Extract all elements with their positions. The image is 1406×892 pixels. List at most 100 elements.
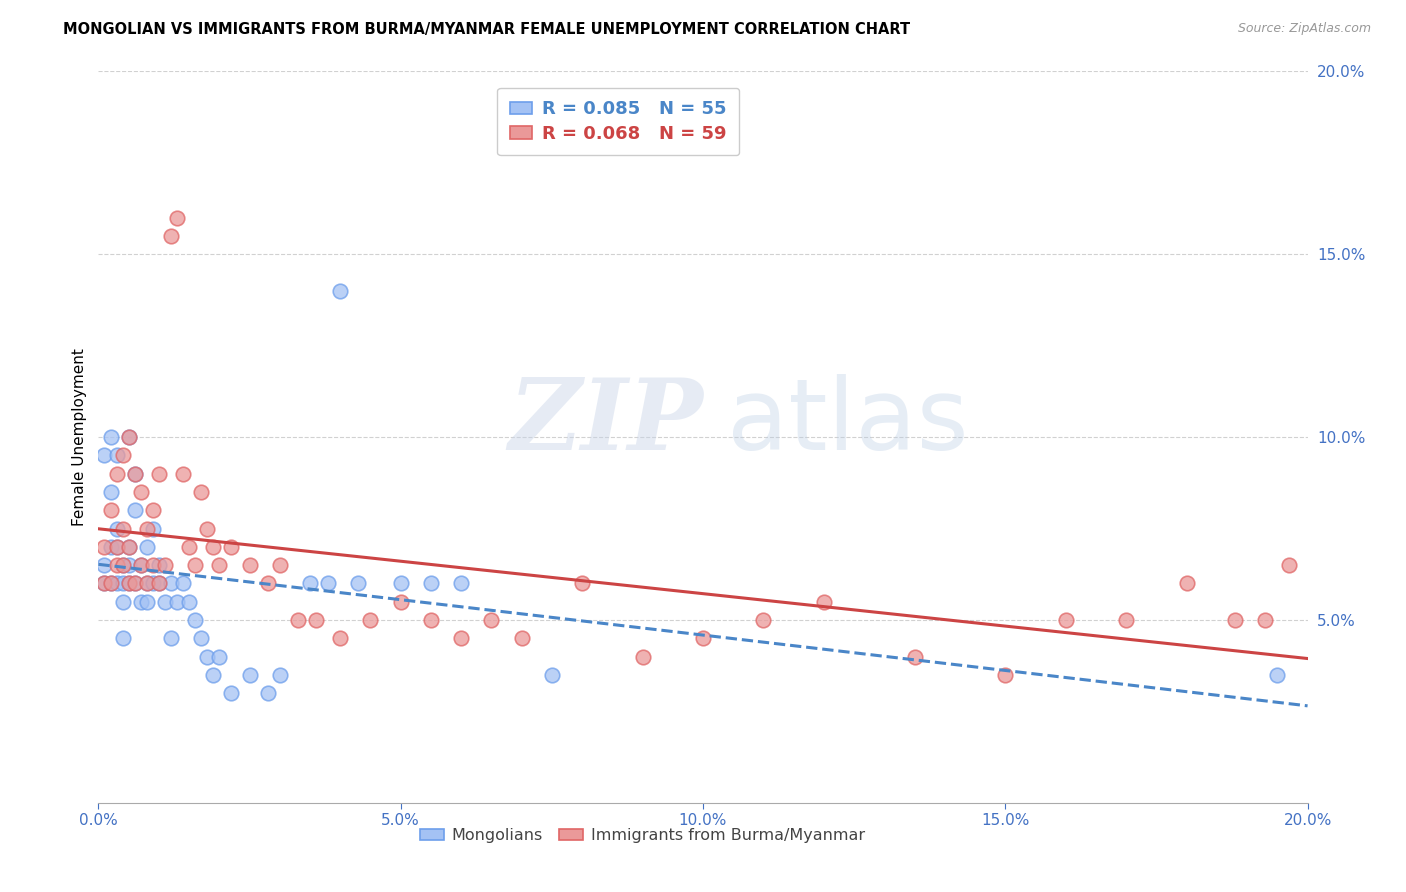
Point xyxy=(100,485,122,500)
Point xyxy=(420,576,443,591)
Point xyxy=(256,576,278,591)
Point xyxy=(221,686,243,700)
Point xyxy=(105,540,128,554)
Point xyxy=(347,576,370,591)
Point xyxy=(100,503,122,517)
Point xyxy=(540,667,562,681)
Point xyxy=(1223,613,1246,627)
Point xyxy=(129,558,152,573)
Point xyxy=(135,576,157,591)
Point xyxy=(195,649,218,664)
Point xyxy=(1278,558,1301,573)
Point xyxy=(329,284,352,298)
Point xyxy=(111,558,134,573)
Text: MONGOLIAN VS IMMIGRANTS FROM BURMA/MYANMAR FEMALE UNEMPLOYMENT CORRELATION CHART: MONGOLIAN VS IMMIGRANTS FROM BURMA/MYANM… xyxy=(63,22,911,37)
Point xyxy=(269,667,291,681)
Point xyxy=(135,576,157,591)
Point xyxy=(160,576,183,591)
Point xyxy=(124,576,146,591)
Point xyxy=(190,485,212,500)
Point xyxy=(100,576,122,591)
Point xyxy=(118,430,141,444)
Point xyxy=(1175,576,1198,591)
Point xyxy=(208,558,231,573)
Point xyxy=(142,503,165,517)
Point xyxy=(221,540,243,554)
Point xyxy=(329,632,352,646)
Point xyxy=(153,594,176,608)
Point xyxy=(287,613,309,627)
Point xyxy=(813,594,835,608)
Point xyxy=(142,521,165,535)
Point xyxy=(420,613,443,627)
Point xyxy=(208,649,231,664)
Point xyxy=(172,467,194,481)
Point xyxy=(153,558,176,573)
Point xyxy=(111,558,134,573)
Point xyxy=(93,576,115,591)
Point xyxy=(269,558,291,573)
Point xyxy=(160,632,183,646)
Point xyxy=(118,430,141,444)
Point xyxy=(118,576,141,591)
Point xyxy=(450,576,472,591)
Point xyxy=(93,540,115,554)
Point xyxy=(148,576,170,591)
Point xyxy=(111,448,134,462)
Point xyxy=(124,467,146,481)
Point xyxy=(118,558,141,573)
Point xyxy=(184,613,207,627)
Point xyxy=(195,521,218,535)
Point xyxy=(316,576,339,591)
Point xyxy=(105,558,128,573)
Point xyxy=(1115,613,1137,627)
Text: ZIP: ZIP xyxy=(508,375,703,471)
Point xyxy=(994,667,1017,681)
Y-axis label: Female Unemployment: Female Unemployment xyxy=(72,348,87,526)
Point xyxy=(118,576,141,591)
Point xyxy=(184,558,207,573)
Point xyxy=(93,576,115,591)
Point xyxy=(450,632,472,646)
Point xyxy=(179,594,201,608)
Point xyxy=(142,558,165,573)
Point xyxy=(135,540,157,554)
Point xyxy=(135,594,157,608)
Point xyxy=(202,540,225,554)
Point xyxy=(166,211,188,225)
Point xyxy=(100,430,122,444)
Point xyxy=(256,686,278,700)
Point xyxy=(1254,613,1277,627)
Point xyxy=(239,558,262,573)
Point xyxy=(148,576,170,591)
Point xyxy=(100,540,122,554)
Point xyxy=(202,667,225,681)
Point xyxy=(190,632,212,646)
Point xyxy=(111,594,134,608)
Point xyxy=(1267,667,1289,681)
Point xyxy=(105,467,128,481)
Point xyxy=(752,613,775,627)
Point xyxy=(129,558,152,573)
Point xyxy=(124,503,146,517)
Point xyxy=(631,649,654,664)
Point xyxy=(904,649,927,664)
Point xyxy=(105,576,128,591)
Point xyxy=(160,229,183,244)
Legend: Mongolians, Immigrants from Burma/Myanmar: Mongolians, Immigrants from Burma/Myanma… xyxy=(413,822,872,850)
Point xyxy=(571,576,593,591)
Point xyxy=(510,632,533,646)
Point xyxy=(93,448,115,462)
Point xyxy=(105,448,128,462)
Point xyxy=(692,632,714,646)
Point xyxy=(142,576,165,591)
Point xyxy=(299,576,322,591)
Point xyxy=(129,594,152,608)
Point xyxy=(129,485,152,500)
Point xyxy=(135,521,157,535)
Point xyxy=(118,540,141,554)
Point xyxy=(105,540,128,554)
Point xyxy=(111,576,134,591)
Text: Source: ZipAtlas.com: Source: ZipAtlas.com xyxy=(1237,22,1371,36)
Text: atlas: atlas xyxy=(727,374,969,471)
